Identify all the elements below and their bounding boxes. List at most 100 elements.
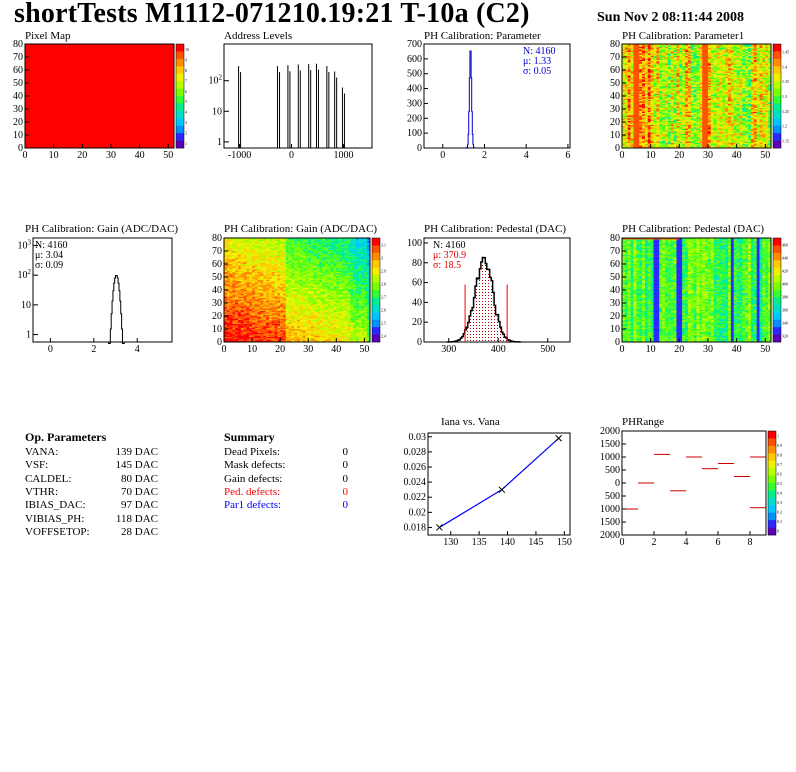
heatmap-cell [673, 129, 677, 132]
heatmap-cell [710, 89, 714, 91]
heatmap-cell [232, 273, 236, 275]
heatmap-cell [662, 109, 666, 111]
heatmap-cell [235, 335, 239, 337]
x-tick-label: 2 [91, 344, 96, 355]
heatmap-cell [656, 98, 660, 101]
heatmap-cell [622, 53, 626, 55]
heatmap-cell [679, 103, 683, 106]
heatmap-cell [756, 94, 760, 97]
heatmap-cell [716, 144, 720, 146]
heatmap-cell [736, 124, 740, 127]
heatmap-cell [702, 44, 706, 46]
heatmap-cell [722, 75, 726, 77]
heatmap-cell [762, 119, 766, 121]
heatmap-cell [673, 116, 677, 119]
heatmap-cell [699, 94, 703, 97]
heatmap-cell [664, 57, 669, 59]
heatmap-cell [710, 79, 714, 81]
heatmap-cell [676, 85, 680, 88]
heatmap-cell [653, 122, 657, 124]
heatmap-cell [639, 133, 643, 136]
heatmap-cell [762, 96, 766, 98]
heatmap-cell [750, 116, 755, 119]
heatmap-cell [226, 329, 230, 331]
heatmap-cell [676, 63, 680, 65]
heatmap-cell [642, 71, 646, 73]
heatmap-cell [725, 96, 729, 98]
heatmap-cell [224, 317, 228, 319]
heatmap-cell [664, 88, 669, 90]
heatmap-cell [707, 66, 712, 68]
heatmap-cell [733, 145, 737, 147]
heatmap-cell [699, 106, 703, 108]
heatmap-cell [756, 110, 760, 112]
heatmap-cell [685, 141, 689, 143]
heatmap-cell [676, 62, 680, 64]
heatmap-cell [662, 137, 666, 140]
heatmap-cell [702, 146, 706, 149]
heatmap-cell [664, 99, 669, 102]
heatmap-cell [736, 142, 740, 145]
heatmap-cell [622, 98, 626, 101]
heatmap-cell [644, 53, 648, 55]
heatmap-cell [656, 125, 660, 128]
heatmap-cell [728, 71, 732, 73]
heatmap-cell [730, 125, 734, 128]
heatmap-cell [639, 115, 643, 117]
heatmap-cell [667, 58, 671, 60]
heatmap-cell [238, 261, 242, 263]
heatmap-cell [685, 128, 689, 130]
heatmap-cell [633, 59, 637, 62]
heatmap-cell [733, 129, 737, 132]
heatmap-cell [705, 73, 709, 76]
heatmap-cell [673, 81, 677, 84]
heatmap-cell [226, 256, 230, 258]
heatmap-cell [750, 73, 755, 76]
heatmap-cell [243, 292, 247, 295]
heatmap-cell [240, 241, 244, 244]
heatmap-cell [750, 62, 755, 64]
heatmap-cell [670, 128, 674, 130]
heatmap-cell [765, 112, 769, 115]
heatmap-cell [750, 115, 755, 117]
heatmap-cell [650, 77, 654, 80]
heatmap-cell [719, 84, 723, 86]
heatmap-cell [687, 106, 691, 108]
heatmap-cell [644, 73, 648, 76]
heatmap-cell [733, 106, 737, 108]
heatmap-cell [748, 54, 752, 56]
heatmap-cell [624, 89, 628, 91]
heatmap-cell [226, 340, 230, 343]
heatmap-cell [226, 321, 230, 323]
heatmap-cell [624, 60, 628, 63]
heatmap-cell [633, 57, 637, 59]
colorbar-label: 7 [185, 78, 187, 83]
heatmap-cell [728, 76, 732, 78]
heatmap-cell [650, 71, 654, 73]
heatmap-cell [716, 142, 720, 145]
heatmap-cell [647, 137, 651, 140]
heatmap-cell [765, 63, 769, 65]
heatmap-cell [690, 101, 694, 103]
heatmap-cell [713, 46, 717, 49]
heatmap-cell [753, 131, 757, 133]
heatmap-cell [662, 145, 666, 147]
heatmap-cell [699, 119, 703, 121]
heatmap-cell [713, 85, 717, 88]
heatmap-cell [229, 282, 233, 284]
heatmap-cell [756, 96, 760, 98]
heatmap-cell [232, 305, 236, 308]
heatmap-cell [679, 123, 683, 125]
heatmap-cell [673, 97, 677, 99]
heatmap-cell [650, 47, 654, 50]
heatmap-cell [710, 116, 714, 119]
heatmap-cell [696, 110, 700, 112]
heatmap-cell [670, 132, 674, 134]
heatmap-cell [713, 59, 717, 62]
heatmap-cell [725, 119, 729, 121]
heatmap-cell [702, 72, 706, 75]
heatmap-cell [659, 83, 663, 85]
heatmap-cell [622, 124, 626, 127]
heatmap-cell [748, 144, 752, 146]
heatmap-cell [644, 92, 648, 94]
